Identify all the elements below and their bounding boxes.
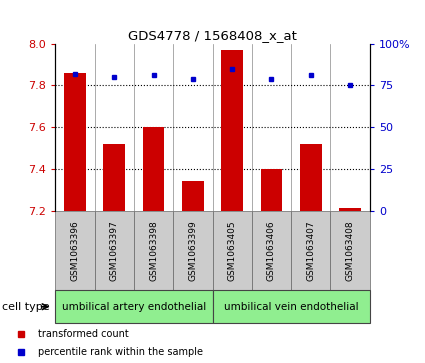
Text: GSM1063396: GSM1063396 bbox=[71, 220, 79, 281]
Text: GSM1063407: GSM1063407 bbox=[306, 220, 315, 281]
Bar bbox=[64, 73, 86, 211]
Bar bbox=[55, 290, 212, 323]
Text: transformed count: transformed count bbox=[38, 329, 128, 339]
Text: GSM1063408: GSM1063408 bbox=[346, 220, 354, 281]
Text: GSM1063405: GSM1063405 bbox=[228, 220, 237, 281]
Bar bbox=[94, 211, 134, 290]
Text: GSM1063398: GSM1063398 bbox=[149, 220, 158, 281]
Bar bbox=[212, 290, 370, 323]
Bar bbox=[173, 211, 212, 290]
Bar bbox=[261, 169, 282, 211]
Text: umbilical vein endothelial: umbilical vein endothelial bbox=[224, 302, 358, 312]
Bar bbox=[212, 211, 252, 290]
Bar bbox=[300, 144, 322, 211]
Text: GSM1063399: GSM1063399 bbox=[188, 220, 197, 281]
Bar bbox=[103, 144, 125, 211]
Text: umbilical artery endothelial: umbilical artery endothelial bbox=[62, 302, 206, 312]
Text: percentile rank within the sample: percentile rank within the sample bbox=[38, 347, 203, 357]
Text: cell type: cell type bbox=[2, 302, 50, 312]
Bar bbox=[55, 211, 94, 290]
Text: GSM1063406: GSM1063406 bbox=[267, 220, 276, 281]
Bar bbox=[221, 50, 243, 211]
Bar bbox=[339, 208, 361, 211]
Bar bbox=[143, 127, 164, 211]
Bar bbox=[331, 211, 370, 290]
Text: GSM1063397: GSM1063397 bbox=[110, 220, 119, 281]
Title: GDS4778 / 1568408_x_at: GDS4778 / 1568408_x_at bbox=[128, 29, 297, 42]
Bar bbox=[134, 211, 173, 290]
Bar bbox=[291, 211, 331, 290]
Bar bbox=[182, 181, 204, 211]
Bar bbox=[252, 211, 291, 290]
